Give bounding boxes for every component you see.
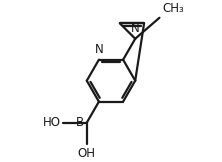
Text: OH: OH (78, 147, 96, 160)
Text: CH₃: CH₃ (162, 2, 184, 15)
Text: HO: HO (43, 116, 61, 129)
Text: N: N (95, 43, 103, 56)
Text: B: B (75, 116, 84, 129)
Text: N: N (131, 22, 140, 35)
